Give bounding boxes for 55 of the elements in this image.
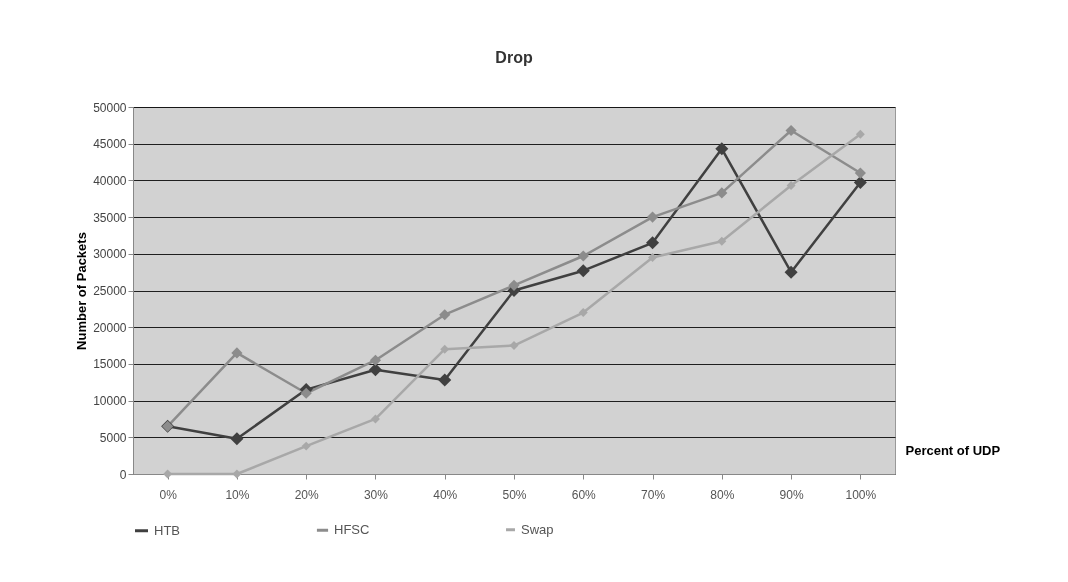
point — [855, 129, 865, 139]
x-tick-label: 80% — [710, 487, 735, 502]
y-axis-title: Number of Packets — [74, 232, 90, 350]
legend-label: HFSC — [334, 522, 370, 538]
point — [369, 354, 382, 366]
point — [301, 441, 311, 451]
point — [438, 373, 452, 387]
point — [854, 167, 866, 179]
point — [439, 309, 451, 321]
x-tick-label: 40% — [433, 487, 458, 502]
x-tick-label: 10% — [225, 487, 250, 502]
legend-label: HTB — [154, 522, 180, 538]
point — [300, 387, 312, 399]
y-tick-label: 10000 — [93, 394, 127, 409]
chart-title: Drop — [495, 49, 533, 66]
point — [648, 253, 658, 262]
point — [509, 341, 519, 351]
point — [576, 264, 590, 278]
point — [232, 469, 242, 479]
x-tick-label: 0% — [159, 487, 178, 502]
y-tick-label: 15000 — [93, 357, 127, 372]
point — [646, 236, 660, 250]
y-tick-label: 20000 — [93, 320, 127, 335]
y-tick-label: 50000 — [93, 100, 127, 115]
y-tick-label: 5000 — [99, 430, 127, 445]
point — [785, 124, 797, 137]
legend-label: Swap — [521, 521, 554, 537]
y-tick-label: 30000 — [93, 247, 127, 262]
x-tick-label: 100% — [845, 487, 877, 502]
x-tick-label: 60% — [571, 487, 597, 502]
x-tick-label: 30% — [363, 487, 389, 502]
point — [370, 414, 380, 424]
point — [715, 142, 729, 156]
x-axis-title: Percent of UDP — [905, 442, 1001, 458]
point — [717, 236, 727, 246]
point — [646, 211, 659, 223]
x-tick-label: 50% — [502, 487, 527, 502]
point — [853, 176, 867, 190]
point — [368, 363, 382, 377]
point — [508, 279, 520, 291]
x-tick-label: 70% — [641, 487, 666, 502]
point — [716, 187, 728, 199]
point — [786, 181, 796, 191]
y-tick-label: 0 — [119, 467, 127, 482]
y-tick-label: 25000 — [93, 284, 127, 298]
x-tick-label: 90% — [779, 487, 804, 502]
point — [231, 347, 243, 359]
point — [577, 250, 589, 262]
x-tick-label: 20% — [294, 487, 320, 502]
y-tick-label: 45000 — [93, 137, 127, 152]
point — [230, 432, 244, 446]
y-tick-label: 40000 — [93, 173, 127, 188]
point — [784, 265, 798, 279]
point — [578, 308, 588, 317]
y-tick-label: 35000 — [93, 210, 127, 225]
